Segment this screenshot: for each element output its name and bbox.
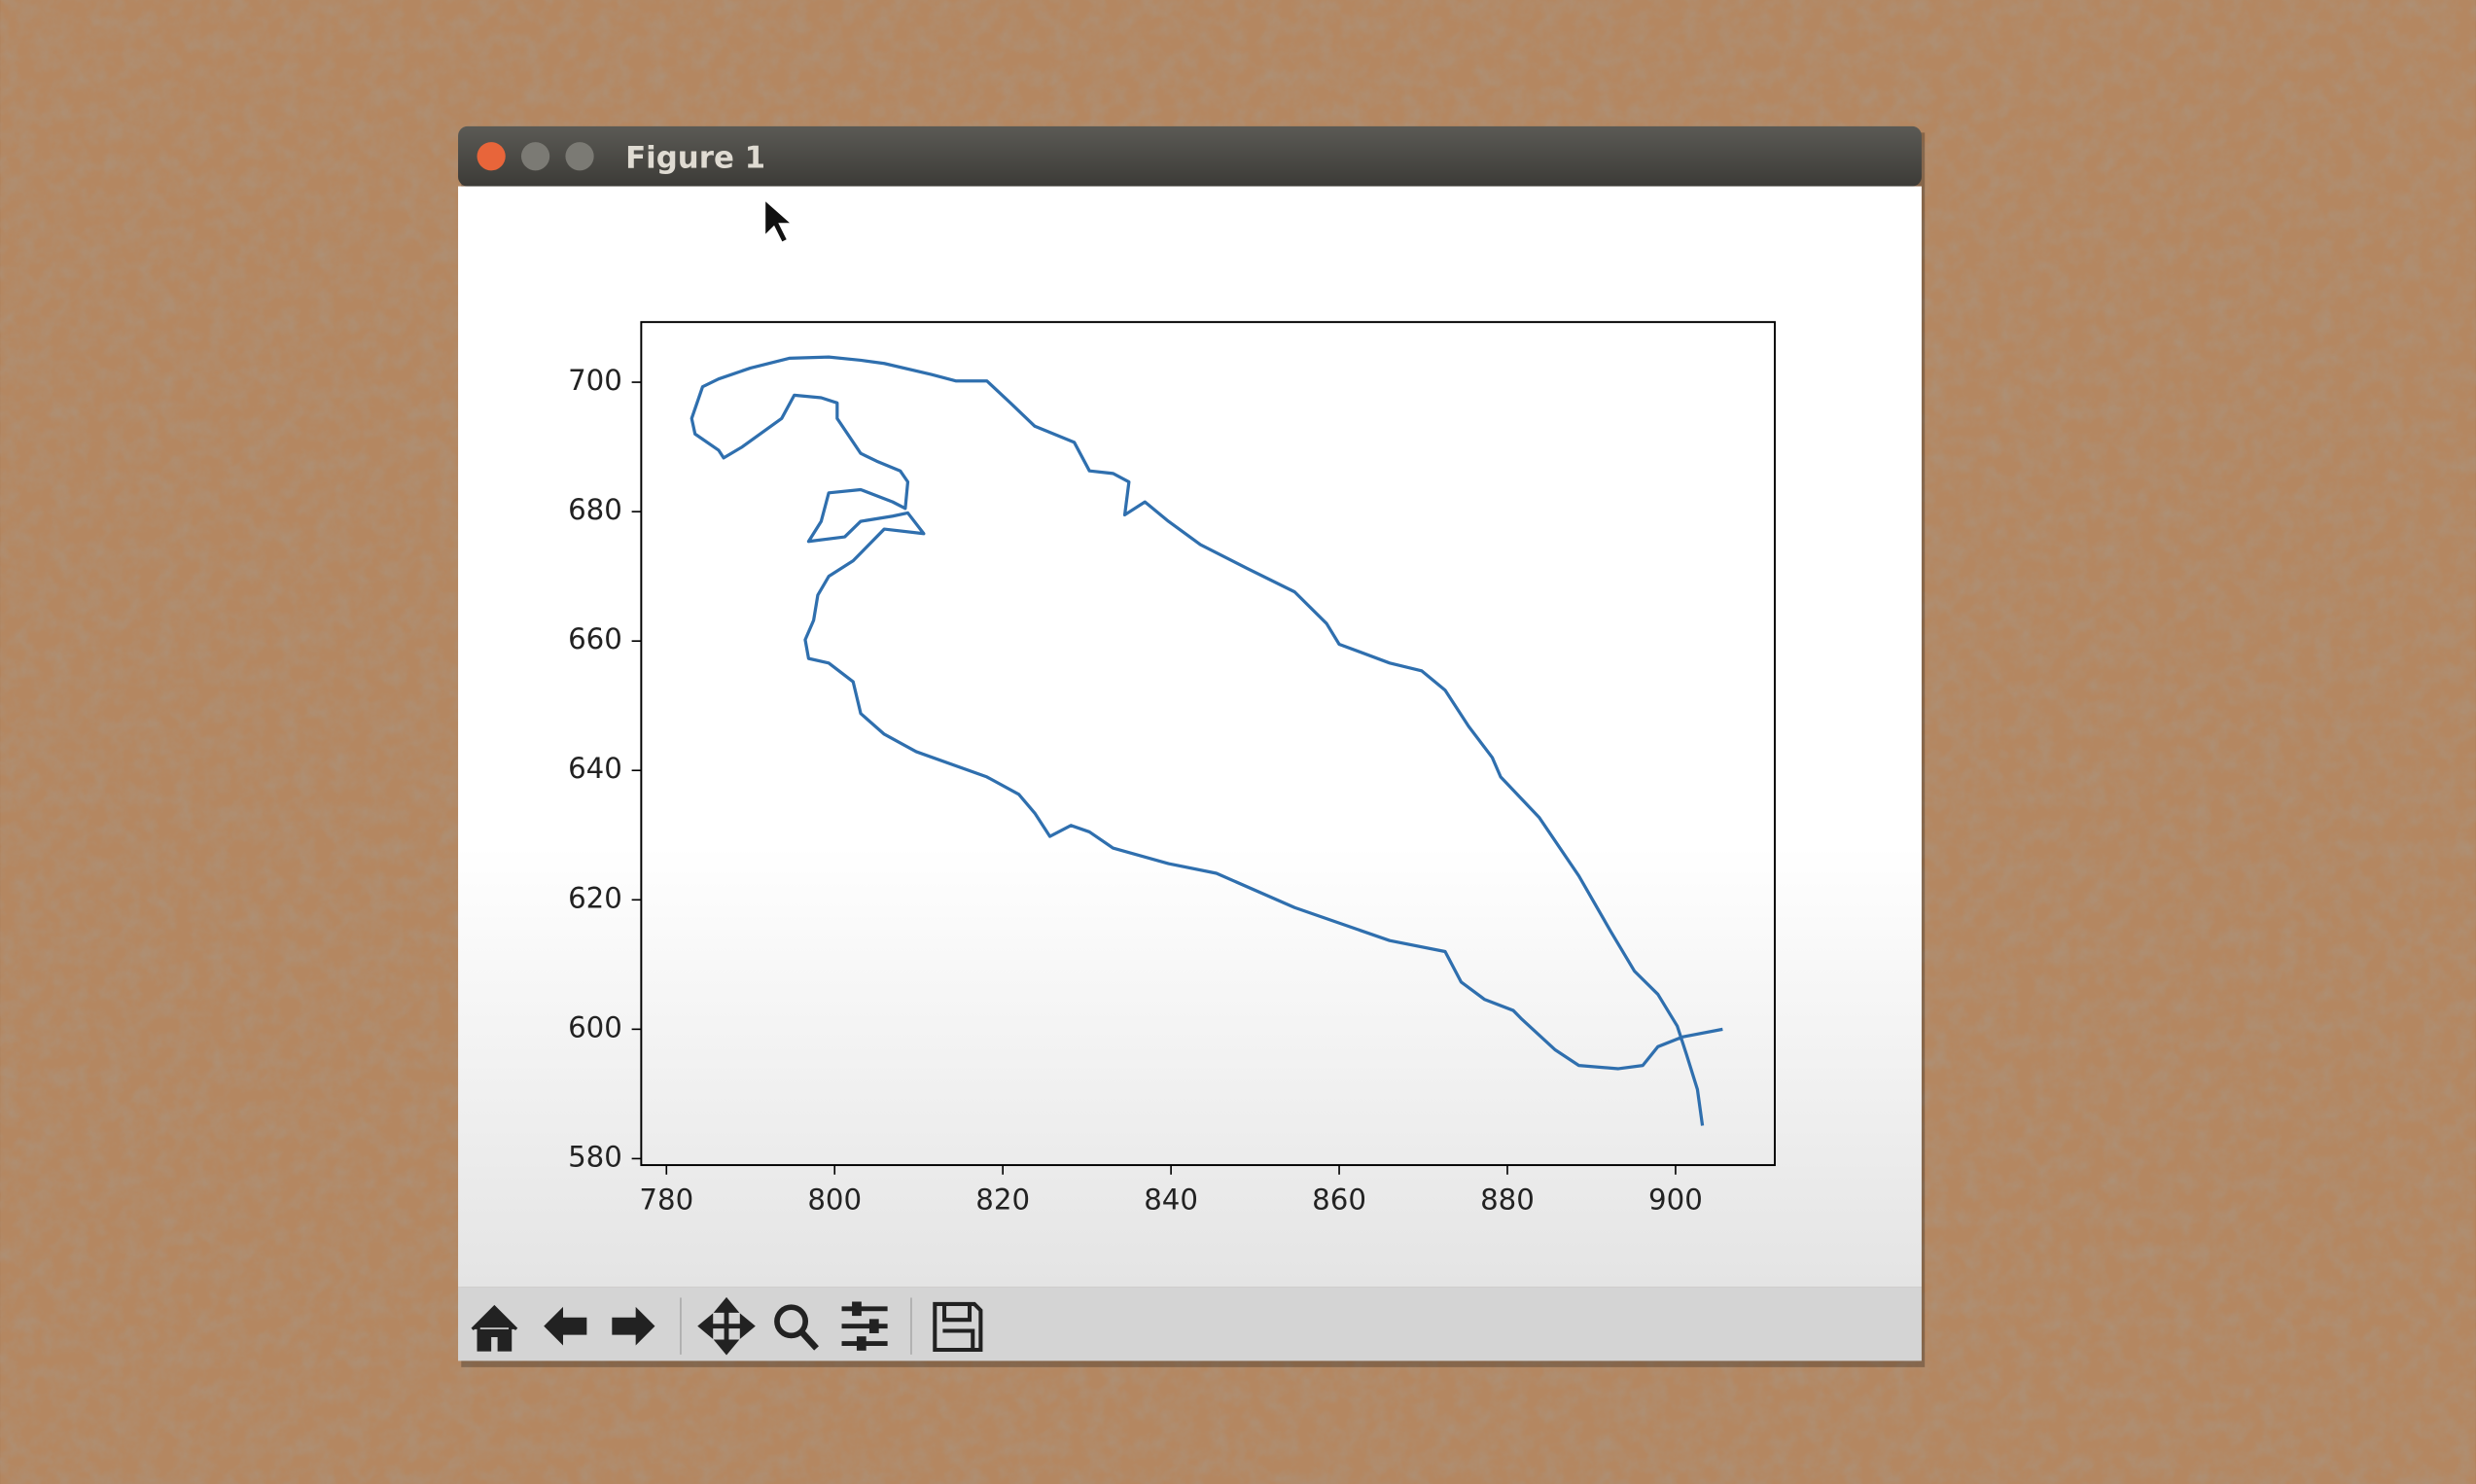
window-title: Figure 1 bbox=[625, 140, 765, 175]
zoom-button[interactable] bbox=[774, 1304, 809, 1339]
title-bar bbox=[458, 125, 1922, 187]
x-tick-label: 780 bbox=[639, 1183, 693, 1216]
toolbar bbox=[458, 1287, 1922, 1361]
x-tick-label: 840 bbox=[1144, 1183, 1198, 1216]
toolbar-icons bbox=[471, 1296, 983, 1356]
figure-window: Figure 1 bbox=[458, 125, 1926, 1367]
mouse-cursor bbox=[762, 195, 796, 245]
axes-frame bbox=[640, 321, 1776, 1167]
slider-knob bbox=[852, 1301, 862, 1317]
y-tick-label: 660 bbox=[568, 622, 622, 655]
minimize-button[interactable] bbox=[520, 142, 550, 171]
y-tick-label: 580 bbox=[568, 1140, 622, 1173]
y-tick-label: 620 bbox=[568, 881, 622, 914]
data-line bbox=[690, 355, 1723, 1126]
x-tick-label: 820 bbox=[975, 1183, 1030, 1216]
plot: 780 800 820 840 860 880 900 580 600 620 640 660 680 7… bbox=[568, 321, 1776, 1216]
slider-knob bbox=[856, 1336, 867, 1351]
x-tick-label: 900 bbox=[1648, 1183, 1703, 1216]
y-tick-label: 640 bbox=[568, 752, 622, 785]
figure-canvas bbox=[458, 186, 1922, 1288]
maximize-button[interactable] bbox=[565, 142, 594, 171]
home-button[interactable] bbox=[471, 1304, 518, 1352]
x-tick-label: 880 bbox=[1480, 1183, 1535, 1216]
back-button[interactable] bbox=[544, 1306, 587, 1346]
x-tick-label: 800 bbox=[807, 1183, 862, 1216]
pan-button[interactable] bbox=[697, 1296, 756, 1356]
y-tick-label: 680 bbox=[568, 493, 622, 526]
y-tick-label: 700 bbox=[568, 364, 622, 397]
x-tick-label: 860 bbox=[1312, 1183, 1366, 1216]
close-button[interactable] bbox=[477, 142, 506, 171]
forward-button[interactable] bbox=[612, 1306, 655, 1346]
zoom-handle bbox=[797, 1328, 819, 1351]
y-tick-label: 600 bbox=[568, 1010, 622, 1043]
save-button[interactable] bbox=[933, 1301, 983, 1353]
slider-knob bbox=[868, 1319, 879, 1333]
